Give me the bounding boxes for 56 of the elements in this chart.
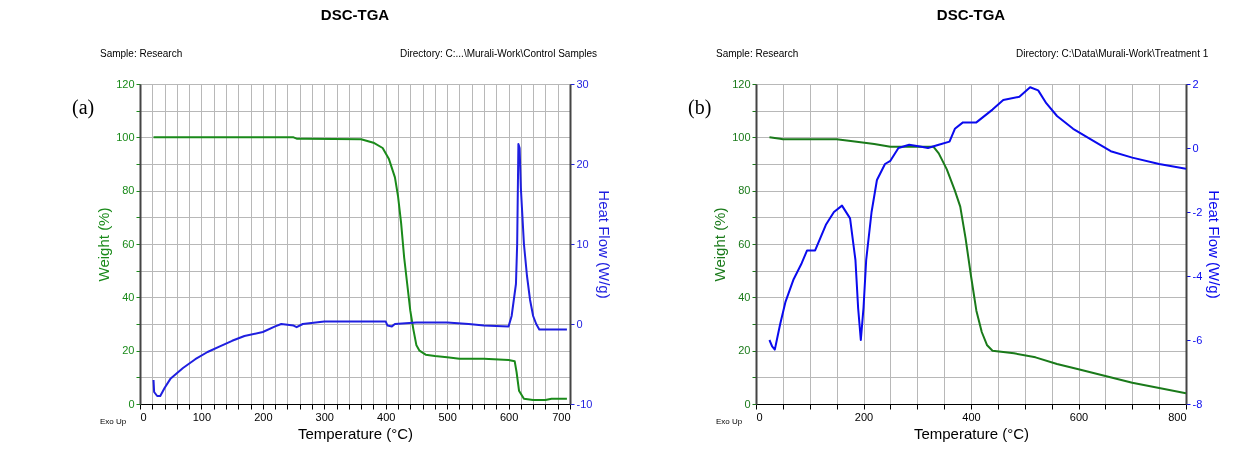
y2-tick-label: -4 <box>1192 269 1203 282</box>
y2-tick-label: 10 <box>576 237 589 250</box>
line-series <box>768 136 1186 395</box>
x-axis-title: Temperature (°C) <box>913 424 1030 442</box>
text: Sample: Research <box>100 48 183 59</box>
text: Exo Up <box>100 417 127 426</box>
y-axis-title: Weight (%) <box>711 207 729 282</box>
y-axis-title: Weight (%) <box>95 207 113 282</box>
y-tick-label: 0 <box>744 397 751 410</box>
y2-tick-label: 30 <box>576 77 589 90</box>
y2-tick-label: -6 <box>1192 333 1203 346</box>
x-axis-title: Temperature (°C) <box>297 424 414 442</box>
y2-tick-label: 0 <box>1192 141 1199 154</box>
y2-tick-label: -2 <box>1192 205 1203 218</box>
y2-tick-label: 2 <box>1192 77 1199 90</box>
y-tick-label: 60 <box>738 237 751 250</box>
x-tick-label: 300 <box>315 410 334 423</box>
y2-tick-label: -8 <box>1192 397 1203 410</box>
y2-tick-label: -10 <box>576 397 593 410</box>
text: Sample: Research <box>716 48 799 59</box>
y-tick-label: 80 <box>738 184 751 197</box>
y-tick-label: 100 <box>116 130 135 143</box>
x-tick-label: 400 <box>377 410 396 423</box>
y-tick-label: 120 <box>116 77 135 90</box>
text: (a) <box>72 96 95 119</box>
y2-tick-label: 0 <box>576 317 583 330</box>
line-series <box>768 86 1186 351</box>
chart-title: DSC-TGA <box>936 6 1006 23</box>
y-tick-label: 100 <box>732 130 751 143</box>
y-tick-label: 40 <box>738 290 751 303</box>
x-tick-label: 200 <box>854 410 874 423</box>
y-tick-label: 120 <box>732 77 751 90</box>
x-tick-label: 200 <box>254 410 273 423</box>
text: Directory: C:\Data\Murali-Work\Treatment 1 <box>1016 48 1209 59</box>
x-tick-label: 0 <box>140 410 147 423</box>
text: Directory: C:...\Murali-Work\Control Samples <box>400 48 598 59</box>
y-tick-label: 40 <box>122 290 135 303</box>
text: (b) <box>688 96 712 119</box>
y-tick-label: 20 <box>738 344 751 357</box>
y2-axis-title: Heat Flow (W/g) <box>596 190 614 299</box>
chart-title: DSC-TGA <box>320 6 390 23</box>
text: Exo Up <box>716 417 743 426</box>
y-tick-label: 0 <box>128 397 135 410</box>
x-tick-label: 800 <box>1168 410 1187 423</box>
x-tick-label: 100 <box>192 410 212 423</box>
x-tick-label: 0 <box>756 410 763 423</box>
x-tick-label: 600 <box>499 410 519 423</box>
y-tick-label: 20 <box>122 344 135 357</box>
y2-axis-title: Heat Flow (W/g) <box>1206 190 1224 299</box>
x-tick-label: 500 <box>438 410 457 423</box>
x-tick-label: 400 <box>962 410 981 423</box>
x-tick-label: 600 <box>1069 410 1089 423</box>
y2-tick-label: 20 <box>576 157 589 170</box>
y-tick-label: 80 <box>122 184 135 197</box>
y-tick-label: 60 <box>122 237 135 250</box>
x-tick-label: 700 <box>552 410 571 423</box>
